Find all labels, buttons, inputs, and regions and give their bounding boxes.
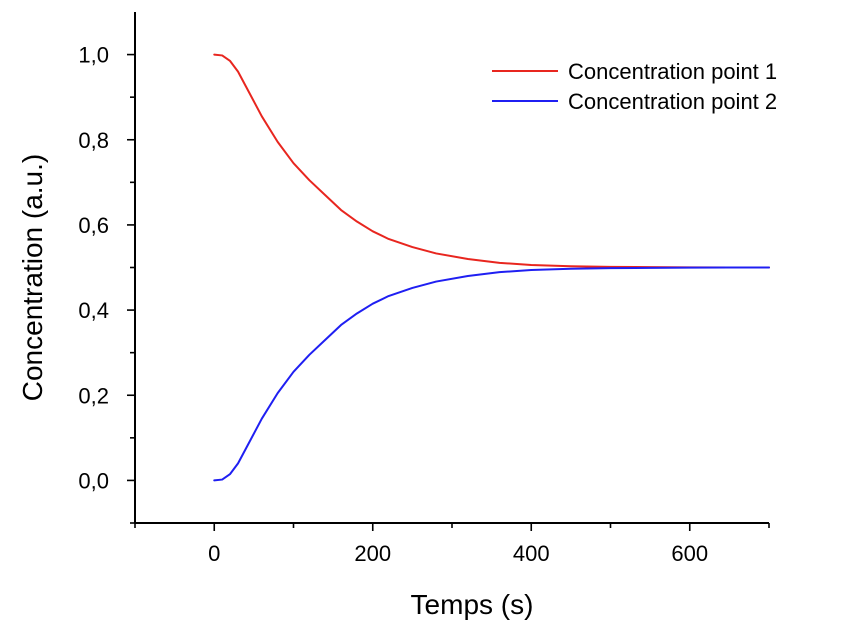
- x-tick-label: 200: [354, 541, 391, 566]
- axes: 0 200 400 600 0,0 0,2 0,4 0,6 0,8 1,0: [78, 12, 770, 566]
- y-tick-label: 0,8: [78, 128, 109, 153]
- legend-label-2: Concentration point 2: [568, 89, 777, 114]
- y-tick-label: 0,6: [78, 213, 109, 238]
- y-axis-title: Concentration (a.u.): [17, 154, 48, 401]
- x-tick-label: 400: [513, 541, 550, 566]
- x-tick-label: 600: [671, 541, 708, 566]
- y-tick-label: 1,0: [78, 43, 109, 68]
- y-tick-label: 0,2: [78, 383, 109, 408]
- y-tick-label: 0,4: [78, 298, 109, 323]
- series-lines: [213, 53, 770, 482]
- x-axis-title: Temps (s): [411, 589, 534, 620]
- series-line-1: [213, 53, 770, 269]
- x-tick-label: 0: [208, 541, 220, 566]
- legend: Concentration point 1 Concentration point…: [492, 59, 777, 114]
- y-tick-label: 0,0: [78, 468, 109, 493]
- legend-label-1: Concentration point 1: [568, 59, 777, 84]
- series-line-2: [213, 266, 770, 482]
